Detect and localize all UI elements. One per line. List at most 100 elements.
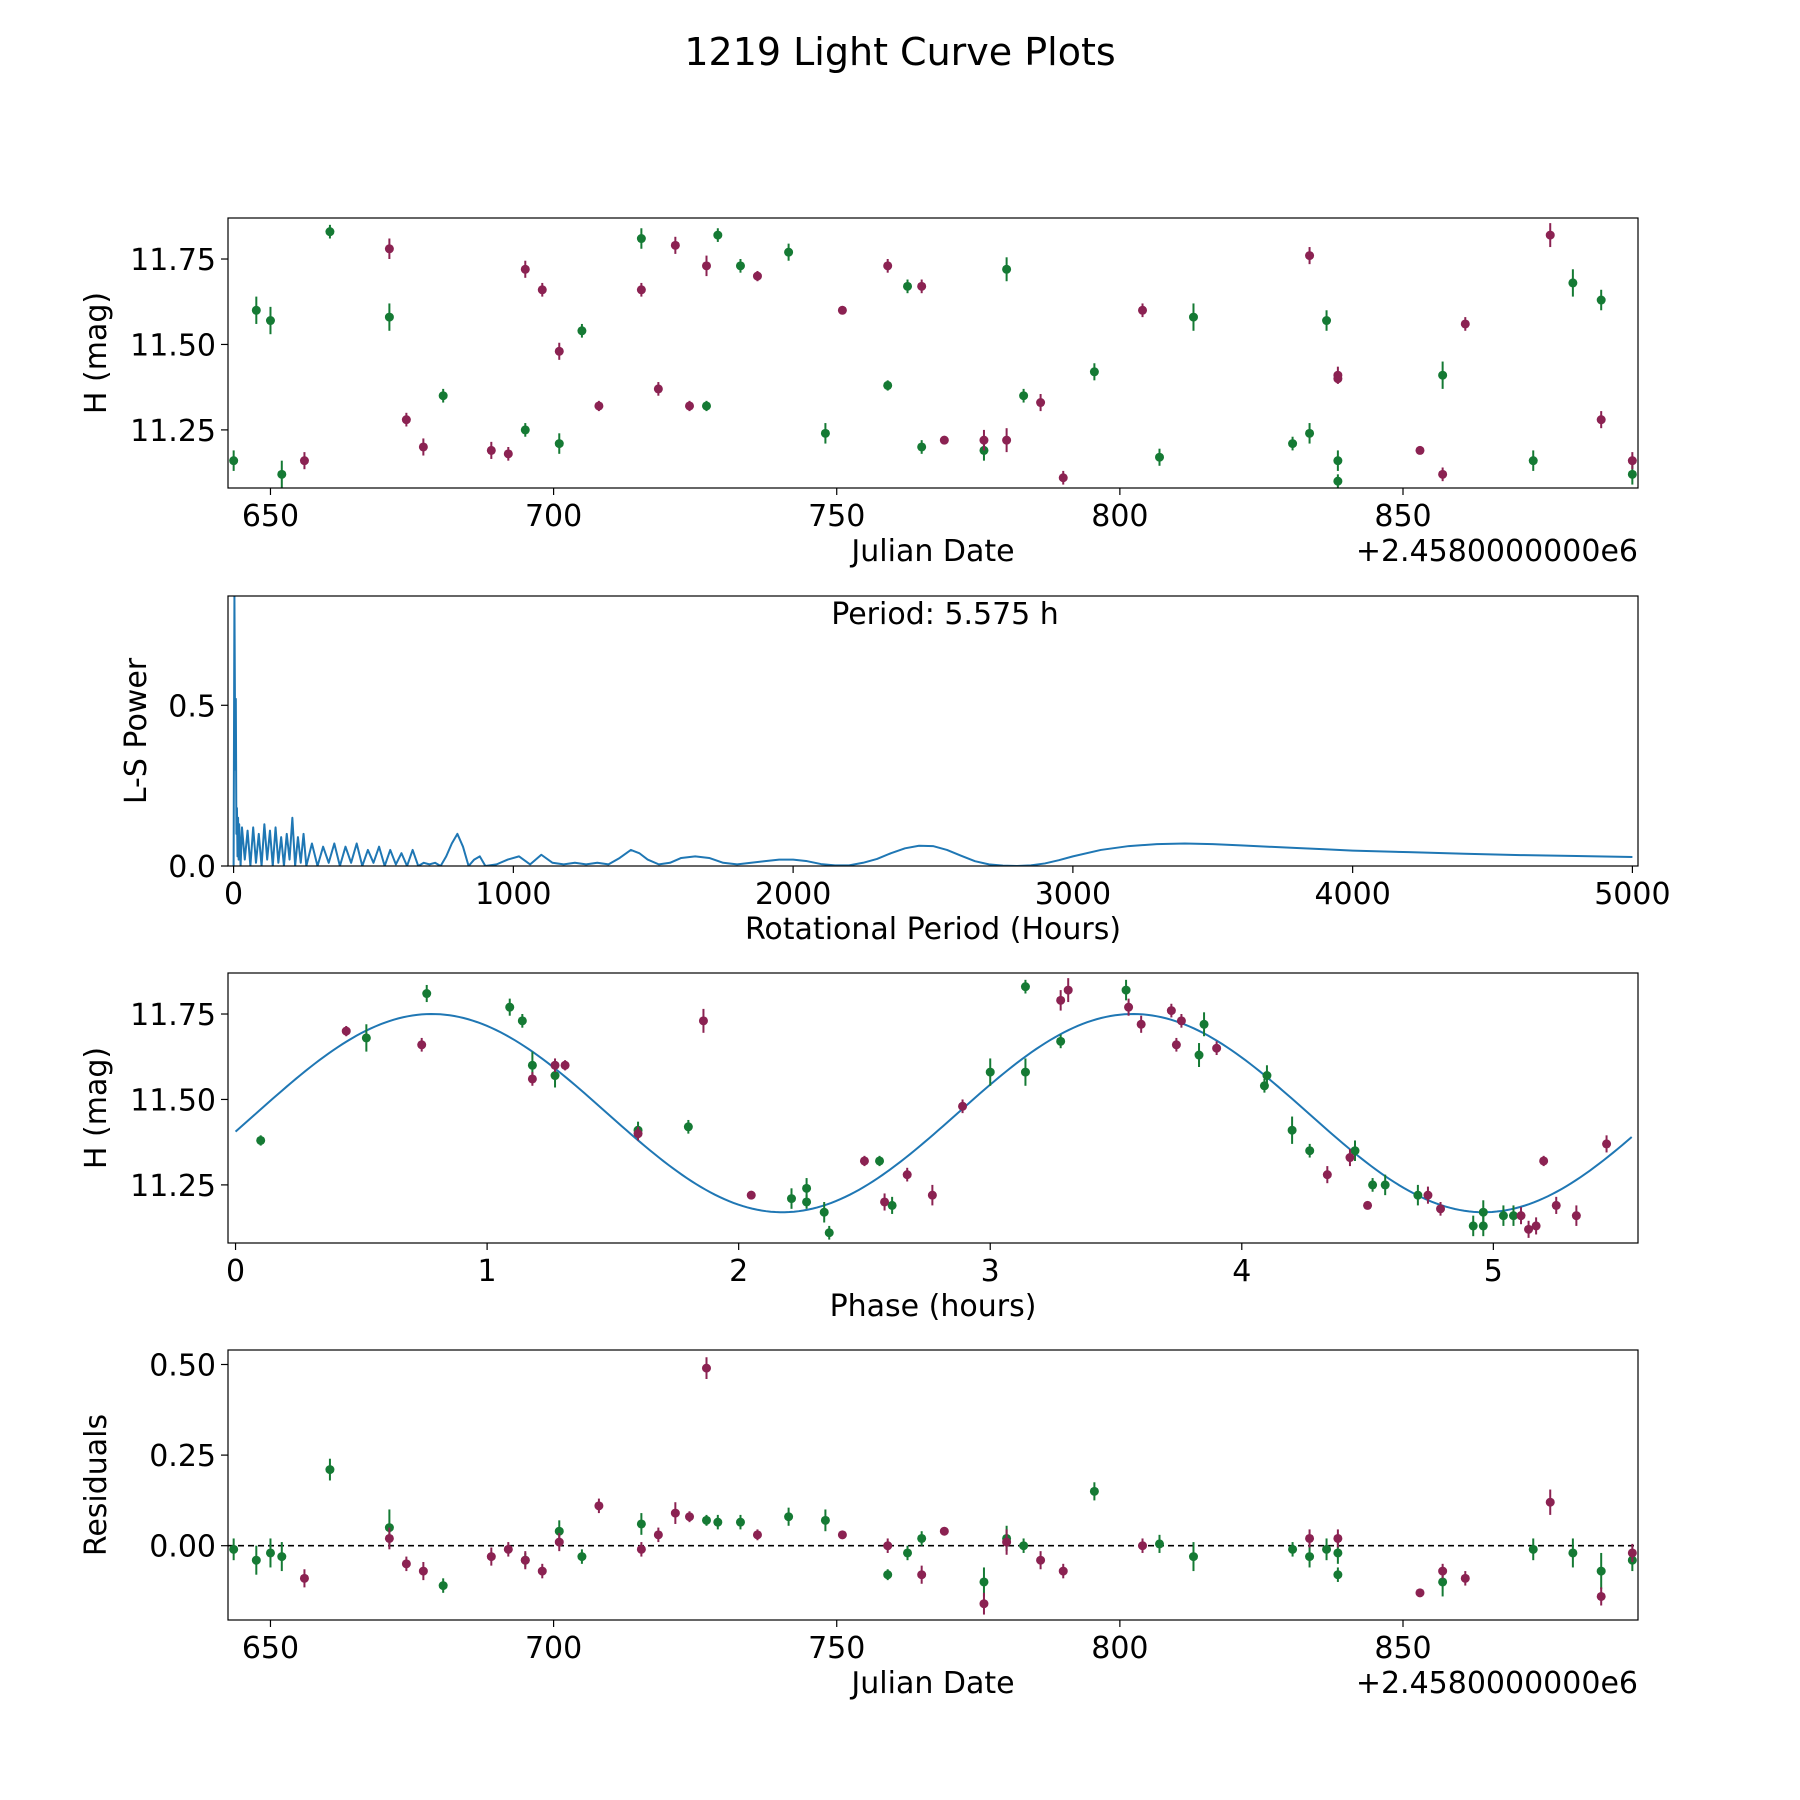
lightcurve-point-green bbox=[820, 428, 830, 438]
lightcurve-point-green bbox=[1322, 316, 1332, 326]
phased-point-green bbox=[256, 1135, 266, 1145]
residuals-point-green bbox=[1438, 1577, 1448, 1587]
residuals-x-tick-label: 750 bbox=[808, 1631, 865, 1666]
phased-model-curve bbox=[234, 1013, 1633, 1214]
residuals-point-green bbox=[229, 1544, 239, 1554]
residuals-point-green bbox=[1568, 1548, 1578, 1558]
lightcurve-x-tick-label: 650 bbox=[242, 499, 299, 534]
phased-point-maroon bbox=[746, 1190, 756, 1200]
phased-point-maroon bbox=[698, 1016, 708, 1026]
lightcurve-point-green bbox=[735, 261, 745, 271]
periodogram-x-tick-label: 2000 bbox=[755, 877, 831, 912]
lightcurve-point-maroon bbox=[1627, 456, 1637, 466]
phased-point-green bbox=[1498, 1211, 1508, 1221]
lightcurve-point-green bbox=[701, 401, 711, 411]
phased-point-maroon bbox=[1136, 1019, 1146, 1029]
phased-point-maroon bbox=[1531, 1221, 1541, 1231]
lightcurve-point-maroon bbox=[486, 445, 496, 455]
periodogram-x-axis-label: Rotational Period (Hours) bbox=[745, 912, 1121, 947]
phased-point-maroon bbox=[880, 1197, 890, 1207]
phased-point-maroon bbox=[859, 1156, 869, 1166]
residuals-point-green bbox=[1333, 1548, 1343, 1558]
lightcurve-point-maroon bbox=[1460, 319, 1470, 329]
lightcurve-x-tick-label: 700 bbox=[525, 499, 582, 534]
residuals-point-maroon bbox=[979, 1599, 989, 1609]
phased-x-tick-label: 1 bbox=[478, 1254, 497, 1289]
phased-point-green bbox=[1020, 982, 1030, 992]
phased-point-maroon bbox=[1171, 1040, 1181, 1050]
residuals-point-maroon bbox=[1627, 1548, 1637, 1558]
residuals-point-green bbox=[1089, 1486, 1099, 1496]
periodogram-x-tick-label: 4000 bbox=[1314, 877, 1390, 912]
periodogram-x-tick-label: 5000 bbox=[1594, 877, 1670, 912]
lightcurve-point-maroon bbox=[1415, 445, 1425, 455]
residuals-point-green bbox=[1596, 1566, 1606, 1576]
lightcurve-point-green bbox=[1568, 278, 1578, 288]
phased-point-green bbox=[887, 1200, 897, 1210]
lightcurve-point-green bbox=[1305, 428, 1315, 438]
phased-point-green bbox=[1287, 1125, 1297, 1135]
phased-x-tick-label: 3 bbox=[981, 1254, 1000, 1289]
phased-x-tick-label: 4 bbox=[1232, 1254, 1251, 1289]
lightcurve-x-ticks: 650 700 750 800 850 bbox=[242, 488, 1432, 534]
lightcurve-y-tick-label: 11.50 bbox=[130, 328, 216, 363]
lightcurve-point-maroon bbox=[594, 401, 604, 411]
phased-point-maroon bbox=[1436, 1204, 1446, 1214]
residuals-point-green bbox=[1528, 1544, 1538, 1554]
phased-point-green bbox=[1468, 1221, 1478, 1231]
residuals-point-green bbox=[265, 1548, 275, 1558]
phased-point-green bbox=[802, 1183, 812, 1193]
lightcurve-x-tick-label: 800 bbox=[1091, 499, 1148, 534]
residuals-point-green bbox=[979, 1577, 989, 1587]
lightcurve-marks bbox=[229, 223, 1637, 488]
lightcurve-x-tick-label: 850 bbox=[1374, 499, 1431, 534]
lightcurve-point-maroon bbox=[752, 271, 762, 281]
lightcurve-point-green bbox=[883, 380, 893, 390]
periodogram-x-tick-label: 1000 bbox=[475, 877, 551, 912]
lightcurve-point-green bbox=[917, 442, 927, 452]
residuals-point-green bbox=[577, 1552, 587, 1562]
phased-x-tick-label: 5 bbox=[1484, 1254, 1503, 1289]
phased-x-axis-label: Phase (hours) bbox=[830, 1289, 1037, 1324]
residuals-point-maroon bbox=[1415, 1588, 1425, 1598]
lightcurve-point-green bbox=[1438, 370, 1448, 380]
residuals-point-maroon bbox=[939, 1526, 949, 1536]
residuals-point-maroon bbox=[1545, 1497, 1555, 1507]
lightcurve-point-maroon bbox=[636, 285, 646, 295]
phased-point-maroon bbox=[1063, 985, 1073, 995]
phased-x-ticks: 0 1 2 3 4 5 bbox=[226, 1243, 1503, 1289]
residuals-point-maroon bbox=[1058, 1566, 1068, 1576]
residuals-point-maroon bbox=[1138, 1541, 1148, 1551]
lightcurve-point-green bbox=[265, 316, 275, 326]
lightcurve-point-green bbox=[1528, 456, 1538, 466]
lightcurve-point-maroon bbox=[685, 401, 695, 411]
periodogram-x-tick-label: 3000 bbox=[1035, 877, 1111, 912]
phased-point-maroon bbox=[1539, 1156, 1549, 1166]
lightcurve-point-green bbox=[229, 456, 239, 466]
lightcurve-point-green bbox=[277, 469, 287, 479]
lightcurve-point-maroon bbox=[418, 442, 428, 452]
phased-point-maroon bbox=[1345, 1153, 1355, 1163]
phased-y-tick-label: 11.25 bbox=[130, 1169, 216, 1204]
phased-axes-frame bbox=[227, 972, 1639, 1244]
residuals-point-maroon bbox=[299, 1573, 309, 1583]
phased-point-green bbox=[824, 1228, 834, 1238]
phased-y-tick-label: 11.75 bbox=[130, 998, 216, 1033]
residuals-point-green bbox=[883, 1570, 893, 1580]
phased-point-green bbox=[683, 1122, 693, 1132]
lightcurve-point-green bbox=[713, 230, 723, 240]
residuals-y-ticks: 0.00 0.25 0.50 bbox=[149, 1348, 228, 1565]
lightcurve-point-green bbox=[438, 391, 448, 401]
residuals-point-green bbox=[713, 1517, 723, 1527]
lightcurve-point-green bbox=[1288, 439, 1298, 449]
residuals-point-maroon bbox=[1596, 1591, 1606, 1601]
residuals-marks bbox=[228, 1357, 1638, 1615]
phased-point-maroon bbox=[550, 1060, 560, 1070]
periodogram-axes-frame bbox=[227, 595, 1639, 867]
phased-point-maroon bbox=[902, 1170, 912, 1180]
residuals-panel: 650 700 750 800 850 0.00 0.25 0.50 Julian Date… bbox=[79, 1348, 1639, 1701]
lightcurve-point-green bbox=[520, 425, 530, 435]
lightcurve-point-maroon bbox=[1438, 469, 1448, 479]
residuals-point-green bbox=[917, 1533, 927, 1543]
